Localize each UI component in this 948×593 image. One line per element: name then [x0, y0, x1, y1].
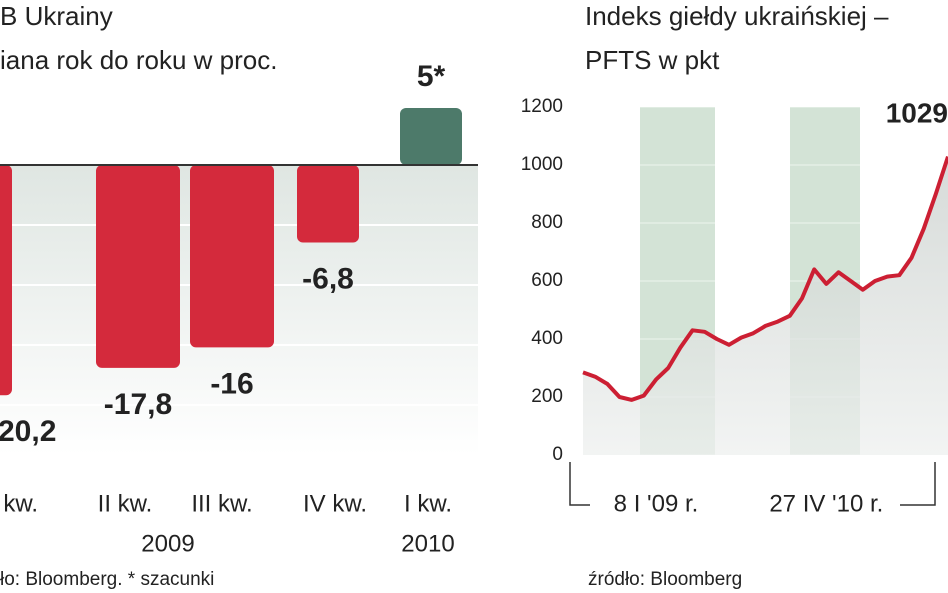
source-note: źródło: Bloomberg: [588, 569, 742, 590]
x-tick-label: 27 IV '10 r.: [769, 490, 883, 517]
y-tick-label: 200: [531, 386, 563, 407]
x-tick-label: I kw.: [404, 490, 452, 517]
group-label: 2010: [401, 530, 454, 557]
y-tick-label: 1000: [521, 154, 563, 175]
chart-subtitle: iana rok do roku w proc.: [0, 45, 277, 75]
value-label: 5*: [417, 60, 446, 93]
chart-title: PFTS w pkt: [585, 45, 720, 75]
bar: [0, 165, 12, 396]
x-tick-label: 8 I '09 r.: [614, 490, 699, 517]
x-tick-label: III kw.: [191, 490, 252, 517]
x-tick-label: II kw.: [98, 490, 153, 517]
axis-bracket: [569, 462, 936, 506]
y-tick-label: 600: [531, 270, 563, 291]
value-label: -17,8: [104, 388, 172, 421]
source-note: ło: Bloomberg. * szacunki: [0, 569, 214, 590]
value-label: -6,8: [302, 262, 354, 295]
x-tick-label: I kw.: [0, 490, 38, 517]
x-tick-label: IV kw.: [303, 490, 367, 517]
y-tick-label: 0: [552, 444, 563, 465]
y-tick-label: 1200: [521, 96, 563, 117]
y-tick-label: 400: [531, 328, 563, 349]
line: [582, 155, 948, 402]
chart-title: B Ukrainy: [0, 1, 113, 31]
bar: [96, 165, 180, 368]
y-tick-label: 800: [531, 212, 563, 233]
value-label: -20,2: [0, 415, 56, 448]
group-label: 2009: [141, 530, 194, 557]
value-label: 1029: [886, 97, 948, 128]
chart-title: Indeks giełdy ukraińskiej –: [585, 1, 889, 31]
bar: [400, 108, 462, 165]
area: [583, 156, 948, 455]
bar: [190, 165, 274, 348]
value-label: -16: [210, 367, 253, 400]
bar: [297, 165, 359, 243]
